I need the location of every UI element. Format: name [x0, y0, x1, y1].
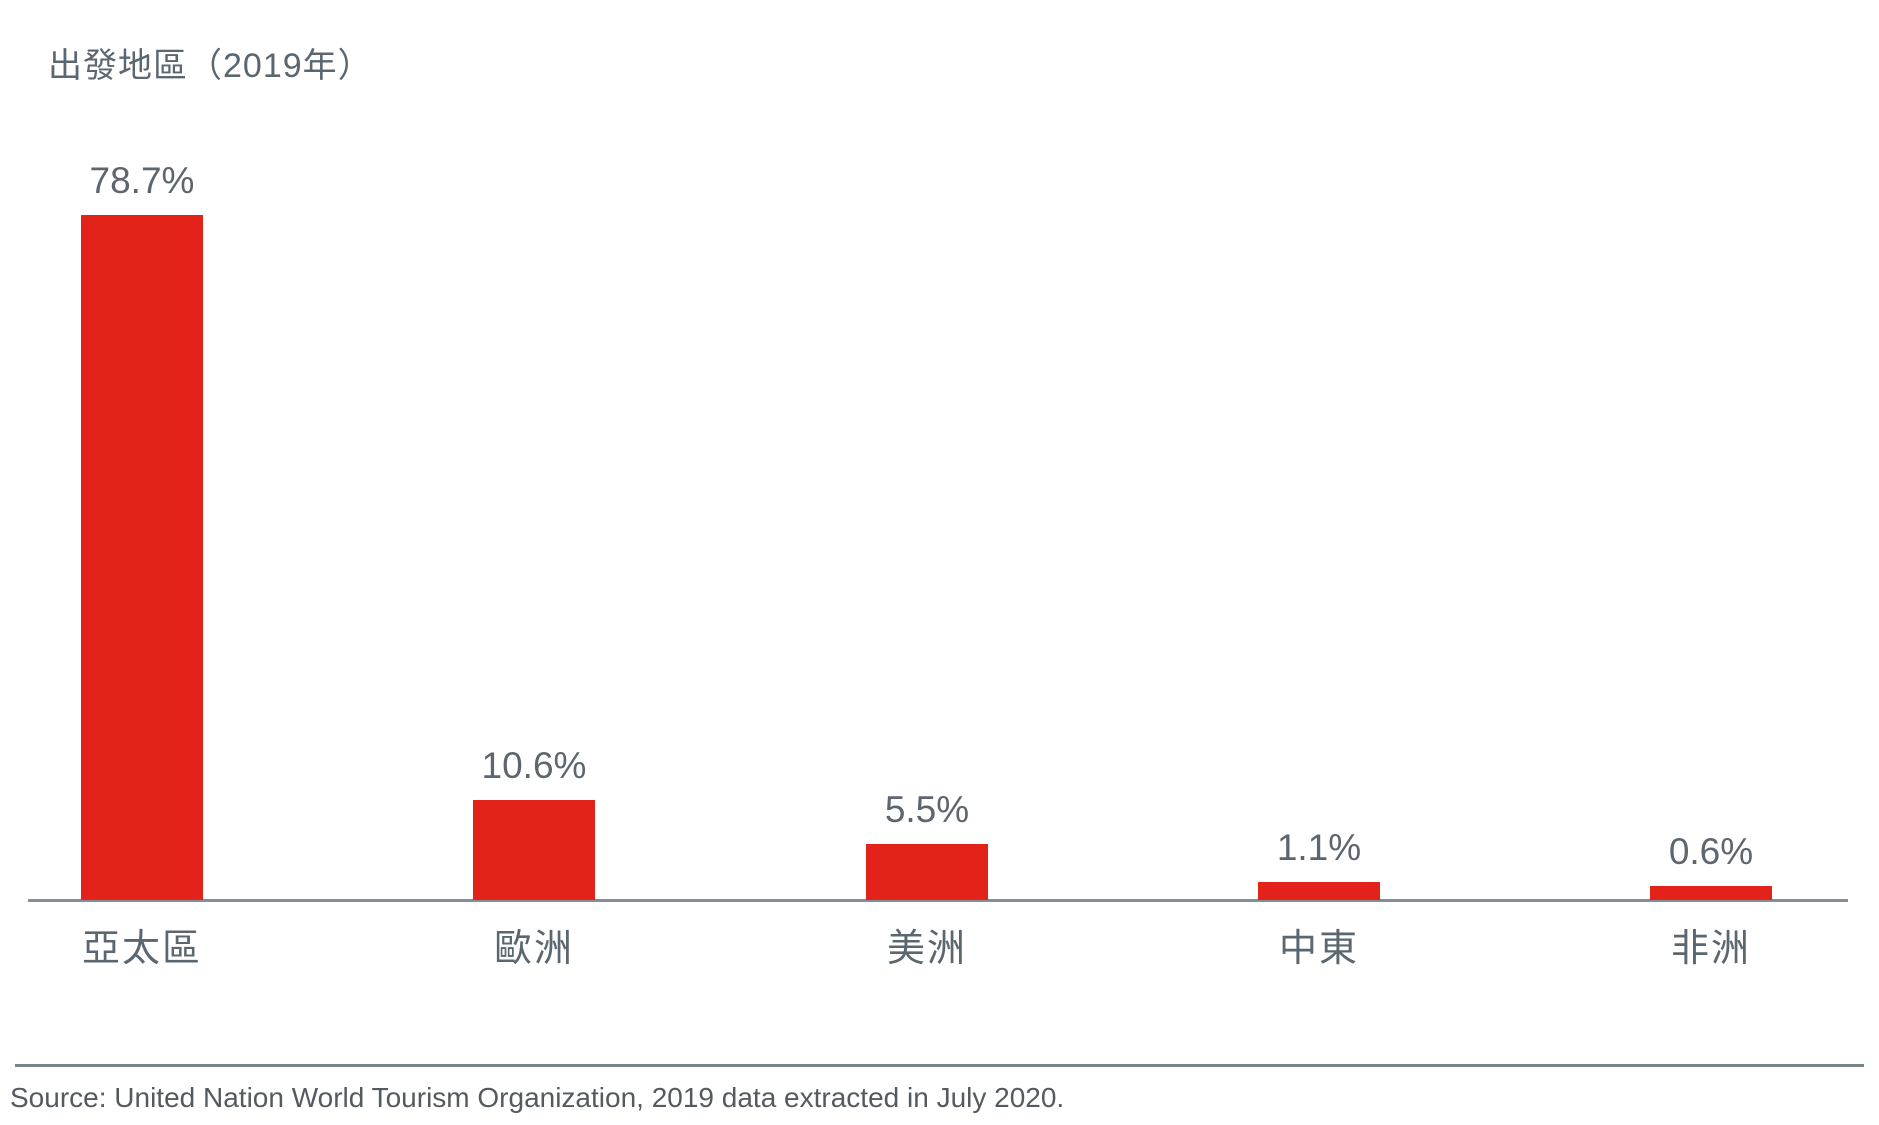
bar-category-label: 非洲 [1670, 928, 1751, 970]
bar-category-label: 中東 [1278, 928, 1359, 970]
chart-bar [866, 844, 988, 900]
bar-category-label: 亞太區 [81, 928, 202, 970]
bar-category-label: 歐洲 [493, 928, 574, 970]
chart-title: 出發地區（2019年） [48, 47, 373, 85]
footer-divider [15, 1064, 1864, 1067]
x-axis-line [28, 899, 1848, 902]
bar-value-label: 5.5% [884, 789, 970, 830]
bar-value-label: 0.6% [1668, 831, 1754, 872]
bar-value-label: 1.1% [1276, 827, 1362, 868]
bar-value-label: 10.6% [481, 745, 587, 786]
bar-value-label: 78.7% [89, 160, 195, 201]
chart-bar [1258, 882, 1380, 900]
chart-bar [473, 800, 595, 900]
bar-category-label: 美洲 [886, 928, 967, 970]
chart-bar [81, 215, 203, 900]
chart-bar [1650, 886, 1772, 900]
source-caption: Source: United Nation World Tourism Orga… [10, 1082, 1065, 1113]
